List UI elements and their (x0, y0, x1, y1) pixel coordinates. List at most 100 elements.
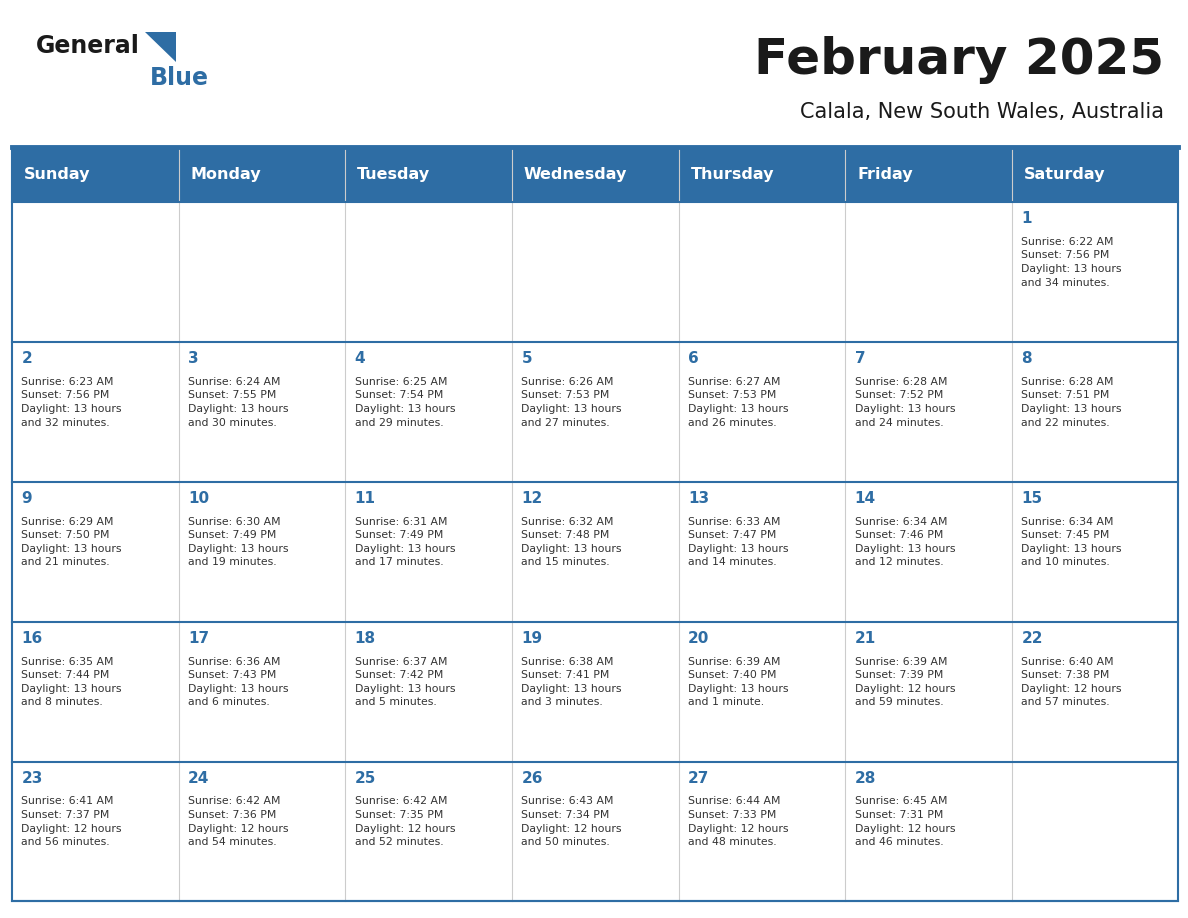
Bar (1012, 621, 1178, 762)
Text: Sunrise: 6:23 AM
Sunset: 7:56 PM
Daylight: 13 hours
and 32 minutes.: Sunrise: 6:23 AM Sunset: 7:56 PM Dayligh… (21, 376, 122, 428)
Text: February 2025: February 2025 (754, 36, 1164, 84)
Text: Sunrise: 6:43 AM
Sunset: 7:34 PM
Daylight: 12 hours
and 50 minutes.: Sunrise: 6:43 AM Sunset: 7:34 PM Dayligh… (522, 797, 621, 847)
Text: Sunrise: 6:45 AM
Sunset: 7:31 PM
Daylight: 12 hours
and 46 minutes.: Sunrise: 6:45 AM Sunset: 7:31 PM Dayligh… (854, 797, 955, 847)
Bar (346, 762, 512, 901)
Text: 2: 2 (21, 351, 32, 366)
Text: Sunrise: 6:26 AM
Sunset: 7:53 PM
Daylight: 13 hours
and 27 minutes.: Sunrise: 6:26 AM Sunset: 7:53 PM Dayligh… (522, 376, 621, 428)
Polygon shape (145, 32, 176, 62)
Text: Sunrise: 6:38 AM
Sunset: 7:41 PM
Daylight: 13 hours
and 3 minutes.: Sunrise: 6:38 AM Sunset: 7:41 PM Dayligh… (522, 656, 621, 708)
Text: Sunrise: 6:34 AM
Sunset: 7:46 PM
Daylight: 13 hours
and 12 minutes.: Sunrise: 6:34 AM Sunset: 7:46 PM Dayligh… (854, 517, 955, 567)
Text: Saturday: Saturday (1024, 167, 1105, 182)
Text: Sunrise: 6:27 AM
Sunset: 7:53 PM
Daylight: 13 hours
and 26 minutes.: Sunrise: 6:27 AM Sunset: 7:53 PM Dayligh… (688, 376, 789, 428)
Bar (1012, 762, 1178, 901)
Text: Sunrise: 6:39 AM
Sunset: 7:40 PM
Daylight: 13 hours
and 1 minute.: Sunrise: 6:39 AM Sunset: 7:40 PM Dayligh… (688, 656, 789, 708)
Bar (512, 762, 678, 901)
Text: Sunrise: 6:42 AM
Sunset: 7:36 PM
Daylight: 12 hours
and 54 minutes.: Sunrise: 6:42 AM Sunset: 7:36 PM Dayligh… (188, 797, 289, 847)
Text: Sunrise: 6:34 AM
Sunset: 7:45 PM
Daylight: 13 hours
and 10 minutes.: Sunrise: 6:34 AM Sunset: 7:45 PM Dayligh… (1022, 517, 1121, 567)
Bar (178, 202, 346, 341)
Bar (512, 621, 678, 762)
Bar (678, 202, 845, 341)
Text: 4: 4 (355, 351, 366, 366)
Bar (845, 202, 1012, 341)
Bar (1012, 482, 1178, 621)
Bar (1012, 202, 1178, 341)
Text: 27: 27 (688, 771, 709, 786)
Bar (346, 341, 512, 482)
Text: 13: 13 (688, 491, 709, 506)
Text: Sunrise: 6:39 AM
Sunset: 7:39 PM
Daylight: 12 hours
and 59 minutes.: Sunrise: 6:39 AM Sunset: 7:39 PM Dayligh… (854, 656, 955, 708)
Text: Blue: Blue (150, 66, 209, 90)
Bar (678, 482, 845, 621)
Bar (12, 482, 178, 621)
Text: 17: 17 (188, 631, 209, 646)
Bar (12, 147, 1178, 202)
Bar (845, 621, 1012, 762)
Text: 28: 28 (854, 771, 876, 786)
Text: 6: 6 (688, 351, 699, 366)
Text: Sunrise: 6:32 AM
Sunset: 7:48 PM
Daylight: 13 hours
and 15 minutes.: Sunrise: 6:32 AM Sunset: 7:48 PM Dayligh… (522, 517, 621, 567)
Text: 5: 5 (522, 351, 532, 366)
Bar (512, 202, 678, 341)
Bar (678, 621, 845, 762)
Text: 24: 24 (188, 771, 209, 786)
Text: 22: 22 (1022, 631, 1043, 646)
Text: 19: 19 (522, 631, 543, 646)
Text: 15: 15 (1022, 491, 1042, 506)
Bar (12, 762, 178, 901)
Text: 16: 16 (21, 631, 43, 646)
Text: Sunrise: 6:36 AM
Sunset: 7:43 PM
Daylight: 13 hours
and 6 minutes.: Sunrise: 6:36 AM Sunset: 7:43 PM Dayligh… (188, 656, 289, 708)
Text: 9: 9 (21, 491, 32, 506)
Text: 12: 12 (522, 491, 543, 506)
Text: Sunrise: 6:28 AM
Sunset: 7:51 PM
Daylight: 13 hours
and 22 minutes.: Sunrise: 6:28 AM Sunset: 7:51 PM Dayligh… (1022, 376, 1121, 428)
Text: Sunrise: 6:44 AM
Sunset: 7:33 PM
Daylight: 12 hours
and 48 minutes.: Sunrise: 6:44 AM Sunset: 7:33 PM Dayligh… (688, 797, 789, 847)
Bar (1012, 341, 1178, 482)
Text: 7: 7 (854, 351, 865, 366)
Bar (178, 621, 346, 762)
Text: Calala, New South Wales, Australia: Calala, New South Wales, Australia (801, 102, 1164, 122)
Bar (12, 762, 1178, 901)
Text: 14: 14 (854, 491, 876, 506)
Text: Sunrise: 6:31 AM
Sunset: 7:49 PM
Daylight: 13 hours
and 17 minutes.: Sunrise: 6:31 AM Sunset: 7:49 PM Dayligh… (355, 517, 455, 567)
Text: Sunrise: 6:29 AM
Sunset: 7:50 PM
Daylight: 13 hours
and 21 minutes.: Sunrise: 6:29 AM Sunset: 7:50 PM Dayligh… (21, 517, 122, 567)
Text: Friday: Friday (857, 167, 912, 182)
Text: Thursday: Thursday (690, 167, 773, 182)
Text: Sunday: Sunday (24, 167, 90, 182)
Bar (678, 341, 845, 482)
Text: Sunrise: 6:35 AM
Sunset: 7:44 PM
Daylight: 13 hours
and 8 minutes.: Sunrise: 6:35 AM Sunset: 7:44 PM Dayligh… (21, 656, 122, 708)
Text: 10: 10 (188, 491, 209, 506)
Text: 1: 1 (1022, 211, 1032, 226)
Text: Sunrise: 6:22 AM
Sunset: 7:56 PM
Daylight: 13 hours
and 34 minutes.: Sunrise: 6:22 AM Sunset: 7:56 PM Dayligh… (1022, 237, 1121, 287)
Text: 26: 26 (522, 771, 543, 786)
Text: Sunrise: 6:42 AM
Sunset: 7:35 PM
Daylight: 12 hours
and 52 minutes.: Sunrise: 6:42 AM Sunset: 7:35 PM Dayligh… (355, 797, 455, 847)
Text: General: General (37, 34, 140, 58)
Bar (845, 762, 1012, 901)
Bar (178, 762, 346, 901)
Bar (178, 341, 346, 482)
Text: 3: 3 (188, 351, 198, 366)
Bar (12, 482, 1178, 621)
Bar (512, 341, 678, 482)
Text: Monday: Monday (190, 167, 261, 182)
Text: Sunrise: 6:28 AM
Sunset: 7:52 PM
Daylight: 13 hours
and 24 minutes.: Sunrise: 6:28 AM Sunset: 7:52 PM Dayligh… (854, 376, 955, 428)
Text: 25: 25 (355, 771, 377, 786)
Text: Sunrise: 6:24 AM
Sunset: 7:55 PM
Daylight: 13 hours
and 30 minutes.: Sunrise: 6:24 AM Sunset: 7:55 PM Dayligh… (188, 376, 289, 428)
Text: Sunrise: 6:41 AM
Sunset: 7:37 PM
Daylight: 12 hours
and 56 minutes.: Sunrise: 6:41 AM Sunset: 7:37 PM Dayligh… (21, 797, 122, 847)
Text: Sunrise: 6:40 AM
Sunset: 7:38 PM
Daylight: 12 hours
and 57 minutes.: Sunrise: 6:40 AM Sunset: 7:38 PM Dayligh… (1022, 656, 1121, 708)
Text: Wednesday: Wednesday (524, 167, 627, 182)
Text: 23: 23 (21, 771, 43, 786)
Bar (678, 762, 845, 901)
Text: 21: 21 (854, 631, 876, 646)
Bar (845, 341, 1012, 482)
Bar (845, 482, 1012, 621)
Text: Tuesday: Tuesday (358, 167, 430, 182)
Bar (12, 202, 1178, 341)
Text: 18: 18 (355, 631, 375, 646)
Bar (12, 341, 1178, 482)
Bar (346, 621, 512, 762)
Bar (346, 482, 512, 621)
Bar (12, 621, 1178, 762)
Bar (512, 482, 678, 621)
Bar (178, 482, 346, 621)
Text: 20: 20 (688, 631, 709, 646)
Bar (12, 341, 178, 482)
